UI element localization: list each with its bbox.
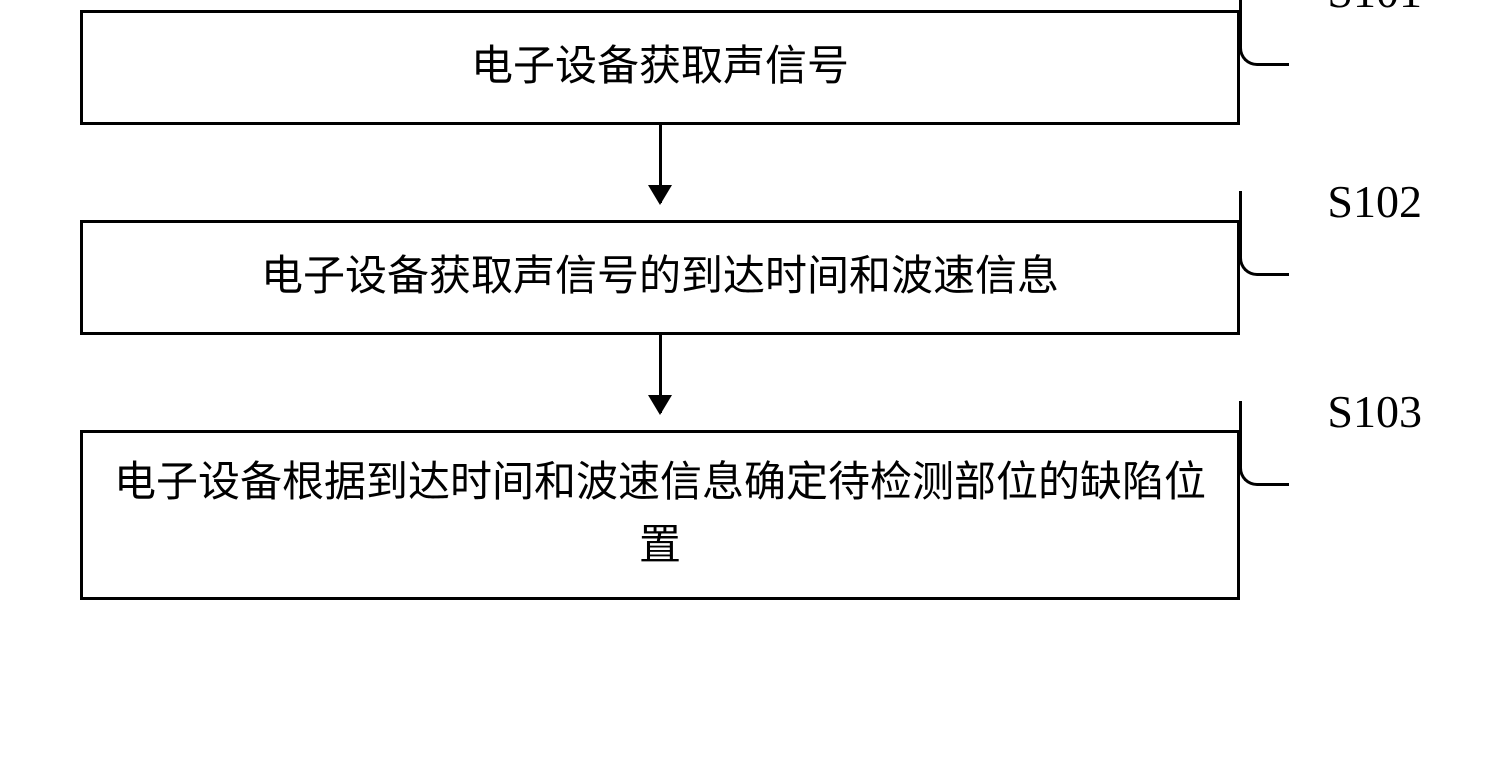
step-3-text: 电子设备根据到达时间和波速信息确定待检测部位的缺陷位置: [83, 434, 1237, 596]
step-3-connector: [1239, 401, 1289, 486]
step-1-label: S101: [1327, 0, 1422, 18]
flowchart-step-3: 电子设备根据到达时间和波速信息确定待检测部位的缺陷位置 S103: [80, 430, 1240, 600]
step-2-connector: [1239, 191, 1289, 276]
step-2-label: S102: [1327, 175, 1422, 228]
flowchart-container: 电子设备获取声信号 S101 电子设备获取声信号的到达时间和波速信息 S102 …: [70, 10, 1450, 600]
flowchart-step-1: 电子设备获取声信号 S101: [80, 10, 1240, 125]
flowchart-step-2: 电子设备获取声信号的到达时间和波速信息 S102: [80, 220, 1240, 335]
arrow-2-container: [80, 335, 1240, 430]
arrow-2: [659, 335, 662, 413]
step-1-text: 电子设备获取声信号: [451, 18, 869, 117]
arrow-1-container: [80, 125, 1240, 220]
step-1-connector: [1239, 0, 1289, 66]
arrow-1: [659, 125, 662, 203]
step-2-text: 电子设备获取声信号的到达时间和波速信息: [241, 228, 1079, 327]
step-3-label: S103: [1327, 385, 1422, 438]
